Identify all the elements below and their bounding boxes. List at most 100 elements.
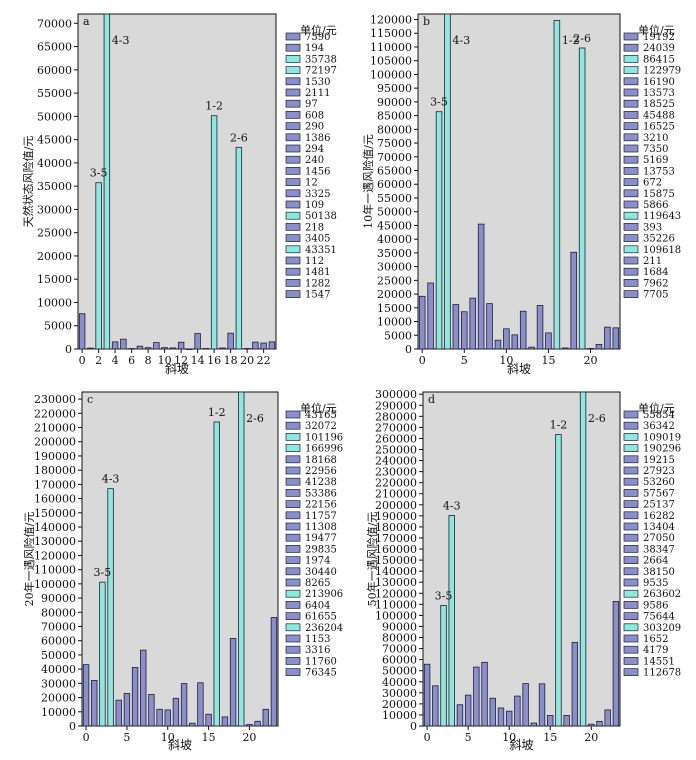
chart-c-legend-label-21: 3316 [305,645,330,656]
chart-d-panel-letter: d [428,393,435,406]
chart-b-legend-label-3: 122979 [643,66,681,77]
chart-b-legend-label-12: 13753 [643,166,675,177]
chart-a-y-tick-label: 50000 [37,110,72,123]
chart-b-legend-swatch-10 [623,144,639,153]
chart-b-legend-swatch-20 [623,256,639,265]
chart-d-y-tick-label: 220000 [375,477,417,490]
chart-a-bar-8 [144,347,152,350]
chart-a-bar-18 [227,332,234,350]
chart-c-legend-label-19: 236204 [305,623,343,634]
chart-b-legend-label-0: 19192 [643,32,675,43]
chart-d-bar-10 [505,710,513,727]
chart-c-legend-label-23: 76345 [305,668,337,679]
chart-b-y-tick-label: 5000 [384,329,412,342]
chart-b-legend-label-10: 7350 [643,144,668,155]
chart-b-legend-swatch-22 [623,279,639,287]
chart-b-annotation-4-3: 4-3 [453,34,471,47]
chart-b-y-tick-label: 20000 [377,288,412,301]
chart-d-legend-label-14: 38150 [643,567,675,578]
chart-d-bar-16 [555,434,562,727]
chart-c-legend-label-1: 32072 [305,421,337,432]
chart-a-legend-swatch-4 [285,77,301,86]
chart-c-y-tick-label: 160000 [34,493,76,506]
chart-a-x-tick-label: 22 [257,354,271,367]
chart-b-plot-area [417,13,621,350]
chart-a-y-tick-label: 70000 [37,17,72,30]
chart-d-y-tick-label: 190000 [375,510,417,523]
chart-d-bar-1 [432,685,439,727]
chart-c-annotation-1-2: 1-2 [208,406,226,419]
chart-a-y-tick-label: 25000 [37,227,72,240]
chart-d-bar-11 [514,695,521,727]
chart-d-legend-label-6: 53260 [643,477,675,488]
chart-a-legend-label-8: 290 [305,122,324,133]
chart-d-legend-label-18: 75644 [643,612,675,623]
chart-b-legend-label-1: 24039 [643,43,675,54]
chart-c-annotation-3-5: 3-5 [94,566,112,579]
chart-d-legend-swatch-7 [623,489,639,497]
chart-d-legend-label-13: 2664 [643,556,668,567]
chart-a-legend-swatch-18 [285,234,301,242]
chart-d-bar-9 [497,707,505,727]
chart-a-x-tick-label: 16 [207,354,221,367]
chart-b-legend-label-13: 672 [643,178,662,189]
chart-b-y-tick-label: 90000 [377,96,412,109]
chart-c-legend-label-15: 8265 [305,578,330,589]
chart-c-bar-7 [140,649,147,727]
chart-b-legend-label-4: 16190 [643,77,675,88]
chart-a-legend-swatch-12 [285,167,301,175]
chart-d-legend-label-20: 1652 [643,634,668,645]
chart-a-bar-0 [78,313,86,350]
chart-a-legend-label-14: 3325 [305,189,330,200]
chart-a-x-tick-label: 10 [158,354,172,367]
chart-a-y-tick-label: 0 [65,343,72,356]
chart-c-x-axis-label: 斜坡 [168,738,192,752]
chart-a-legend-swatch-1 [285,43,301,52]
chart-c-bar-21 [254,720,261,727]
chart-c-annotation-4-3: 4-3 [102,473,120,486]
chart-d-legend-swatch-9 [623,511,639,520]
chart-b-legend-swatch-16 [623,211,639,220]
chart-a-y-tick-label: 5000 [44,320,72,333]
chart-c-y-tick-label: 60000 [41,635,76,648]
chart-c-bar-13 [189,722,196,727]
chart-c-bar-6 [131,666,139,727]
chart-b-legend-label-7: 45488 [643,110,675,121]
chart-b-y-axis-label: 10年一遇风险值/元 [361,134,375,229]
chart-b-legend-label-6: 18525 [643,99,675,110]
chart-c-y-tick-label: 90000 [41,592,76,605]
chart-c-legend-swatch-12 [285,545,301,553]
chart-d-legend-title: 单位/元 [638,401,675,415]
chart-b-bar-17 [562,347,569,350]
chart-d-y-tick-label: 250000 [375,444,417,457]
chart-a-bar-4 [111,341,119,350]
chart-a-legend-swatch-8 [285,122,301,130]
chart-b-bar-16 [553,20,561,350]
chart-d-legend-swatch-3 [623,444,639,452]
chart-a-legend-swatch-11 [285,155,301,164]
chart-c-y-tick-label: 20000 [41,692,76,705]
chart-d-y-tick-label: 170000 [375,532,417,545]
chart-c-legend-label-10: 11308 [305,522,337,533]
chart-a-legend-swatch-14 [285,189,301,198]
chart-a-y-tick-label: 60000 [37,64,72,77]
chart-d-legend-swatch-15 [623,578,639,587]
chart-d-x-tick-label: 10 [502,731,516,744]
chart-b-annotation-2-6: 2-6 [573,32,591,45]
chart-a-legend-label-9: 1386 [305,133,330,144]
chart-a-y-tick-label: 10000 [37,296,72,309]
chart-d-legend-label-9: 16282 [643,511,675,522]
chart-b-legend-swatch-6 [623,99,639,108]
chart-d-legend-swatch-19 [623,623,639,632]
chart-a-x-tick-label: 4 [112,354,119,367]
chart-a-annotation-3-5: 3-5 [90,167,108,180]
chart-b-bar-7 [477,223,485,350]
chart-d-legend-label-12: 38347 [643,544,675,555]
chart-b-bar-15 [545,332,552,350]
chart-b-y-tick-label: 75000 [377,137,412,150]
chart-c-bar-16 [213,421,220,727]
chart-c-bar-19 [238,391,245,727]
chart-a-bar-22 [260,342,267,350]
chart-d-y-tick-label: 130000 [375,576,417,589]
chart-d-y-tick-label: 230000 [375,466,417,479]
